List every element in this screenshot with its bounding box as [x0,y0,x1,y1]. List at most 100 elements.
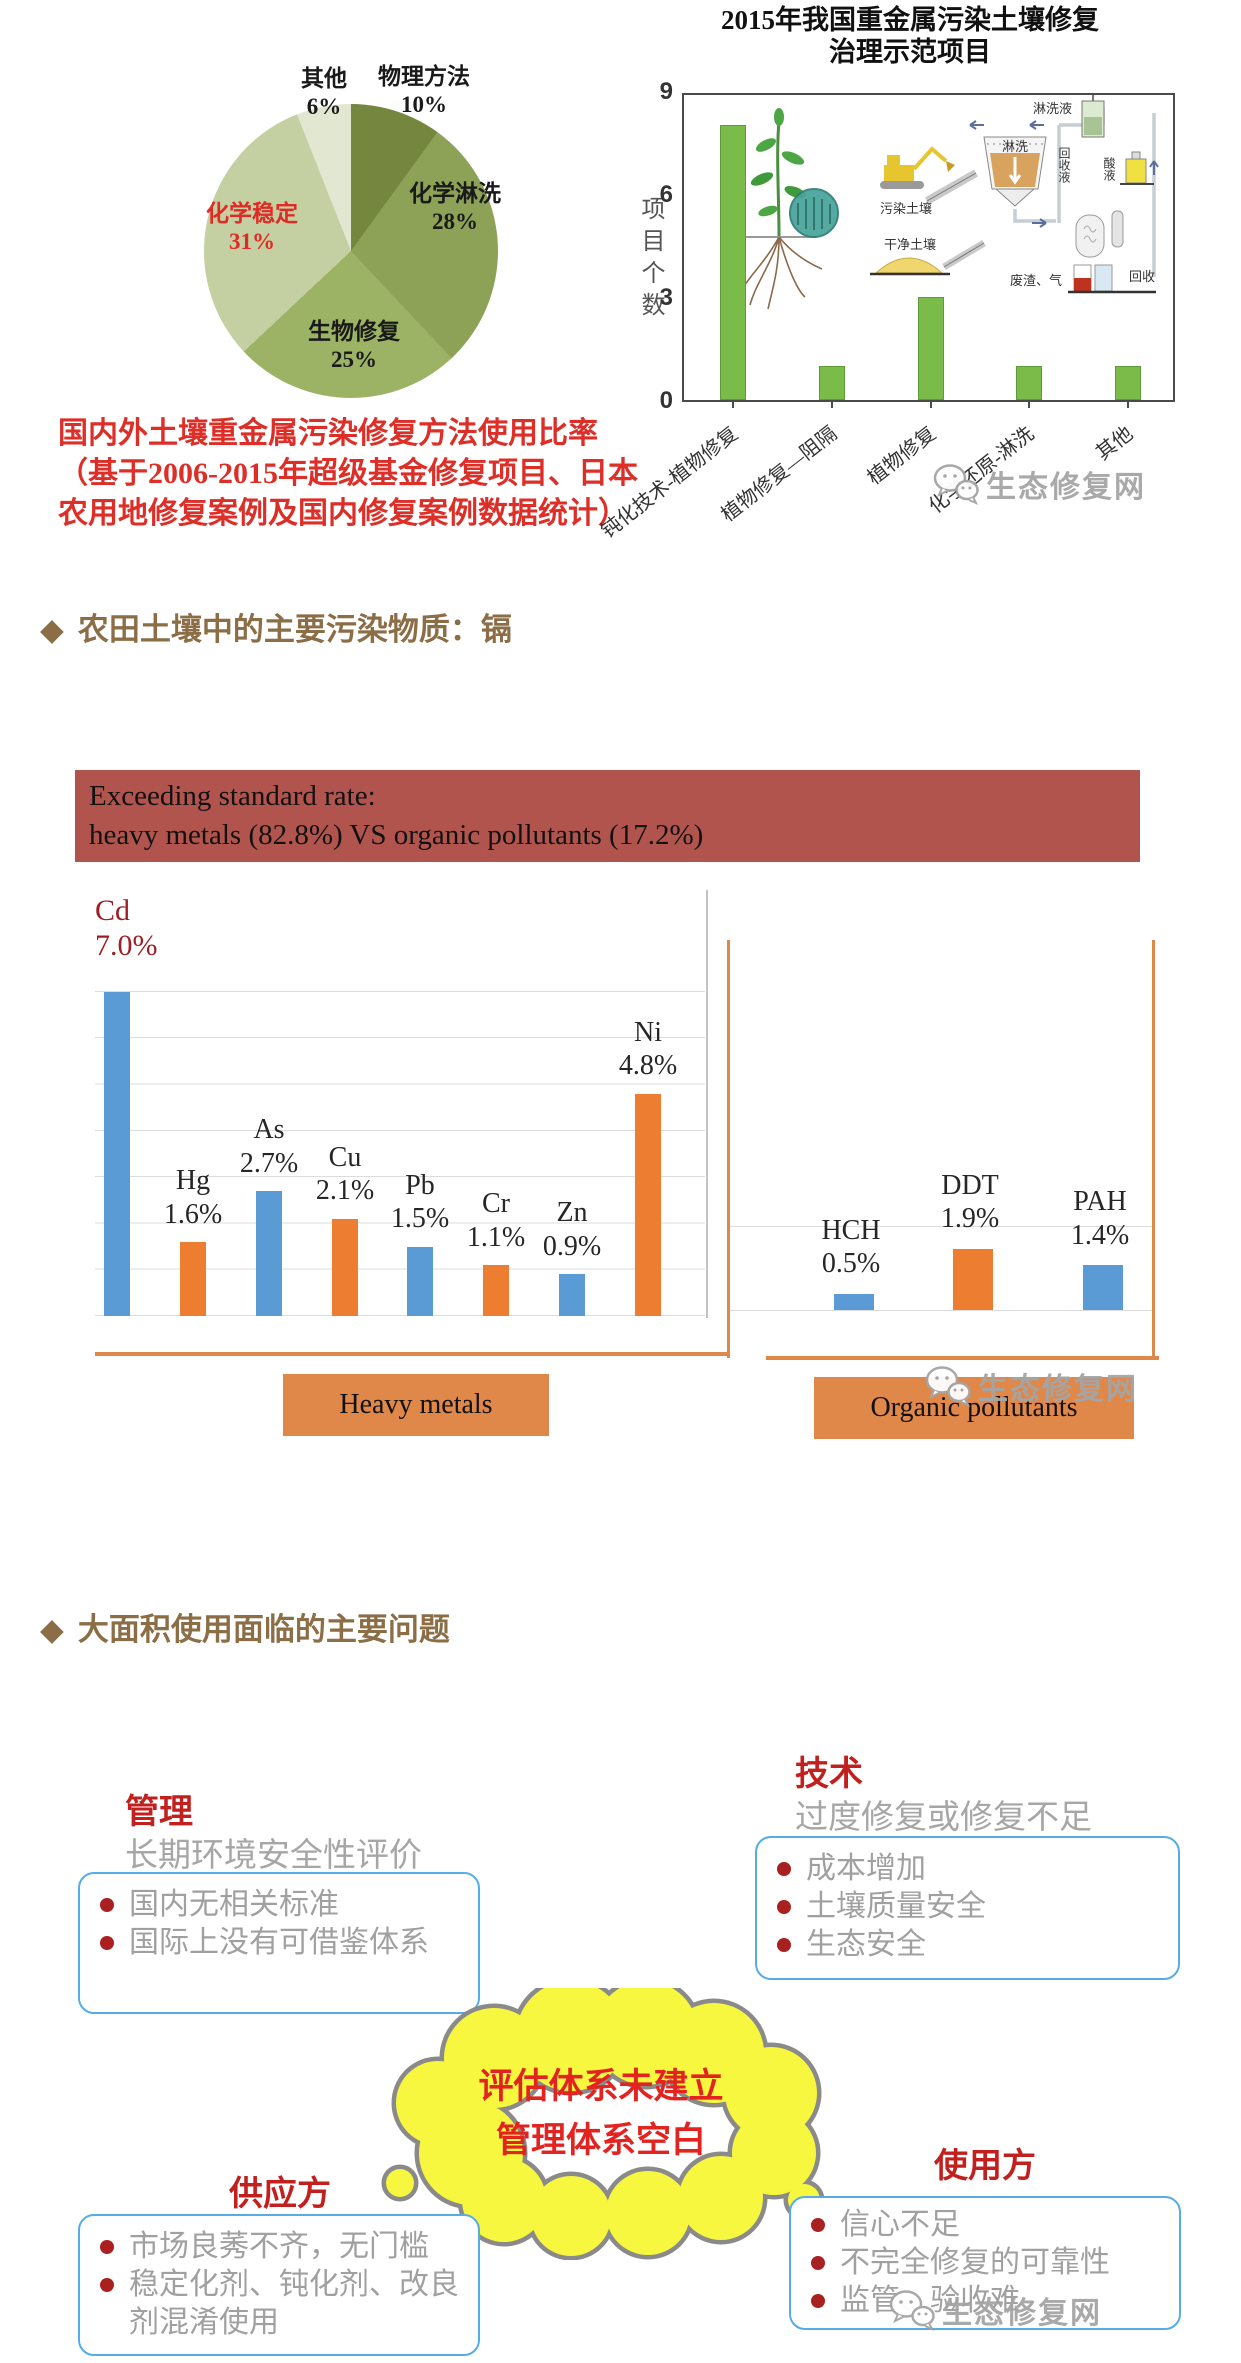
organic-pollutants-category-box: Organic pollutants [814,1377,1134,1439]
inset-label-washing: 淋洗 [1002,139,1028,154]
bar-value-label: HCH 0.5% [791,1214,911,1281]
remediation-pie-chart: 其他 6% 物理方法 10% 化学淋洗 28% 生物修复 25% 化学稳定 31… [140,40,610,430]
exceeding-rate-banner: Exceeding standard rate: heavy metals (8… [75,770,1140,862]
pie-slice-name: 物理方法 [378,64,470,89]
pie-slice-value: 10% [401,92,447,118]
problem-item: 生态安全 [777,1926,1162,1964]
group-subtitle-technology: 过度修复或修复不足 [795,1798,1092,1835]
inset-label-waste-gas: 废渣、气 [1010,273,1062,288]
y-tick-label: 6 [659,181,673,208]
bar-value-label: As 2.7% [209,1113,329,1180]
pie-label-bioremediation: 生物修复 25% [279,318,429,374]
group-title-technology: 技术 [795,1755,863,1793]
watermark-text: 生态修复网 [978,1373,1138,1406]
section-header-problems: ◆ 大面积使用面临的主要问题 [40,1604,450,1649]
pie-slice-name: 生物修复 [308,319,400,344]
bullet-dot-icon [811,2256,825,2270]
bullet-dot-icon [100,2240,114,2254]
bullet-dot-icon [777,1862,791,1876]
problem-item: 信心不足 [811,2206,1163,2244]
y-tick-label: 0 [659,387,673,414]
metal-bar [559,1274,585,1316]
x-axis-label: 植物修复 [863,422,940,490]
problem-item-text: 生态安全 [806,1928,926,1961]
inset-label-clean-soil: 干净土壤 [884,237,936,252]
bar-value-label: Cu 2.1% [285,1141,405,1208]
pie-slice-value: 31% [229,229,275,255]
bar-label-name: Cu [328,1141,362,1173]
x-tick [1126,400,1129,408]
problem-box-technology: 成本增加 土壤质量安全 生态安全 [755,1836,1180,1980]
organic-bar [834,1293,874,1310]
bar-label-name: Ni [634,1016,662,1048]
problem-list-management: 国内无相关标准 国际上没有可借鉴体系 [100,1886,462,1962]
section-header-text: 大面积使用面临的主要问题 [77,1612,450,1647]
watermark: 生态修复网 [888,2288,1102,2332]
bar-label-value: 0.5% [821,1248,881,1280]
inset-label-recycle: 回收 [1129,269,1155,284]
problem-item-text: 国际上没有可借鉴体系 [129,1926,429,1959]
remediation-process-illustration: 淋洗液 污染土壤 淋洗 回收液 酸液 干净土壤 废渣、气 回收 [735,95,1159,310]
bar-label-value: 1.4% [1070,1219,1130,1251]
bar-label-name: Pb [405,1169,435,1201]
pie-caption-line1: 国内外土壤重金属污染修复方法使用比率 [58,417,598,450]
demo-bar [1114,365,1141,400]
problem-list-supplier: 市场良莠不齐，无门槛 稳定化剂、钝化剂、改良剂混淆使用 [100,2228,462,2342]
y-tick-label: 3 [659,284,673,311]
bullet-dot-icon [100,1898,114,1912]
cloud-fill [386,1988,820,2256]
banner-line2: heavy metals (82.8%) VS organic pollutan… [89,819,704,852]
pie-label-other: 其他 6% [249,65,399,121]
chart-title: 2015年我国重金属污染土壤修复 治理示范项目 [675,4,1145,69]
problem-item-text: 成本增加 [806,1852,926,1885]
watermark-text: 生态修复网 [986,471,1146,504]
problem-item-text: 稳定化剂、钝化剂、改良剂混淆使用 [129,2268,459,2339]
problem-box-consumer: 信心不足 不完全修复的可靠性 监管、验收难 [789,2196,1181,2330]
bar-label-value: 1.6% [163,1198,223,1230]
bar-label-name: Hg [175,1164,211,1196]
problem-item: 稳定化剂、钝化剂、改良剂混淆使用 [100,2266,462,2342]
group-title-supplier: 供应方 [229,2175,331,2213]
pie-circle [204,104,498,398]
bar-value-label: DDT 1.9% [910,1169,1030,1236]
pie-slice-value: 25% [331,347,377,373]
x-tick [732,400,735,408]
organic-bar [1083,1264,1123,1310]
metal-bar [104,991,130,1316]
wechat-bubbles-icon [889,2290,935,2331]
watermark: 生态修复网 [932,462,1146,506]
pie-label-physical: 物理方法 10% [349,63,499,119]
bullet-dot-icon [100,1936,114,1950]
gridline [730,1226,1152,1227]
demo-plot: 淋洗液 污染土壤 淋洗 回收液 酸液 干净土壤 废渣、气 回收 [682,93,1175,408]
gridline [730,1310,1152,1311]
x-tick [1028,400,1031,408]
bullet-dot-icon [100,2278,114,2292]
metal-bar [180,1241,206,1316]
problem-item: 土壤质量安全 [777,1888,1162,1926]
bullet-dot-icon [777,1938,791,1952]
pie-label-chemical-washing: 化学淋洗 28% [380,180,530,236]
inset-label-recovered-liquid: 回收液 [1057,147,1071,183]
chart-title-line1: 2015年我国重金属污染土壤修复 [721,5,1099,35]
cloud-text: 评估体系未建立 管理体系空白 [416,2060,786,2168]
pie-slice-name: 化学淋洗 [409,181,501,206]
organic-bar [953,1248,993,1310]
organic-pollutants-panel [727,940,1155,1358]
bar-label-value: 2.1% [315,1175,375,1207]
pie-label-chemical-stabilization: 化学稳定 31% [177,200,327,256]
pie-slice-value: 28% [432,209,478,235]
cloud-callout [381,1988,825,2260]
bar-value-label: Hg 1.6% [133,1164,253,1231]
pie-slice-value: 6% [306,94,342,120]
problem-item: 国际上没有可借鉴体系 [100,1924,462,1962]
problem-item: 市场良莠不齐，无门槛 [100,2228,462,2266]
problem-item: 不完全修复的可靠性 [811,2244,1163,2282]
bar-label-value: 1.5% [390,1203,450,1235]
bar-label-name: PAH [1073,1185,1127,1217]
bar-value-label: Zn 0.9% [512,1196,632,1263]
section-header-text: 农田土壤中的主要污染物质：镉 [77,612,512,647]
problem-item: 国内无相关标准 [100,1886,462,1924]
x-tick [929,400,932,408]
